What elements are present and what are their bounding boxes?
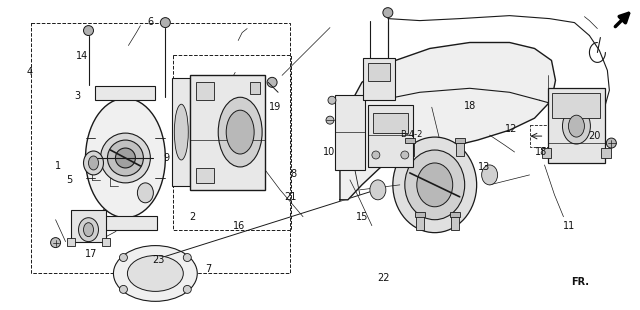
Text: 14: 14 <box>76 51 88 61</box>
Circle shape <box>120 286 127 293</box>
Bar <box>416 214 424 230</box>
Bar <box>415 212 425 217</box>
Text: 6: 6 <box>148 17 154 27</box>
Circle shape <box>183 254 191 262</box>
Ellipse shape <box>405 150 465 220</box>
Text: 1: 1 <box>55 161 61 171</box>
Ellipse shape <box>86 98 165 218</box>
Text: 12: 12 <box>505 124 518 134</box>
Circle shape <box>83 26 93 36</box>
Ellipse shape <box>174 104 188 160</box>
Bar <box>373 113 408 133</box>
Text: FR.: FR. <box>571 277 589 286</box>
Bar <box>67 238 74 246</box>
Bar <box>405 138 415 143</box>
Text: 18: 18 <box>534 147 547 157</box>
Bar <box>368 64 390 81</box>
Ellipse shape <box>417 163 452 207</box>
Ellipse shape <box>127 255 183 291</box>
Text: 22: 22 <box>378 273 390 283</box>
Text: 3: 3 <box>74 91 80 101</box>
Bar <box>196 168 214 183</box>
Ellipse shape <box>482 165 498 185</box>
Text: 13: 13 <box>478 162 491 172</box>
Ellipse shape <box>83 223 93 237</box>
Circle shape <box>161 18 170 28</box>
Ellipse shape <box>226 110 254 154</box>
Ellipse shape <box>218 97 262 167</box>
Circle shape <box>100 133 150 183</box>
Bar <box>541 148 552 158</box>
Bar <box>450 212 460 217</box>
Bar <box>456 140 464 156</box>
Text: 18: 18 <box>465 101 477 111</box>
Bar <box>406 140 414 156</box>
Circle shape <box>120 254 127 262</box>
Text: 19: 19 <box>269 102 281 112</box>
Text: 4: 4 <box>26 67 33 77</box>
Text: 20: 20 <box>588 131 600 141</box>
Text: B-4-2: B-4-2 <box>401 131 423 140</box>
Text: 16: 16 <box>232 221 244 231</box>
Bar <box>547 88 605 163</box>
Ellipse shape <box>138 183 154 203</box>
Ellipse shape <box>83 151 104 175</box>
Bar <box>70 210 106 241</box>
Ellipse shape <box>79 218 99 241</box>
Bar <box>454 138 465 143</box>
Bar <box>363 58 395 100</box>
Text: 15: 15 <box>356 212 368 222</box>
Circle shape <box>372 151 380 159</box>
Circle shape <box>267 78 277 87</box>
Bar <box>529 125 584 147</box>
Text: 10: 10 <box>323 147 335 157</box>
Circle shape <box>606 138 616 148</box>
Bar <box>93 216 157 230</box>
Ellipse shape <box>88 156 99 170</box>
Bar <box>190 75 265 190</box>
Text: 7: 7 <box>205 264 211 274</box>
Bar <box>196 82 214 100</box>
Bar <box>602 148 611 158</box>
Ellipse shape <box>563 108 591 144</box>
Bar <box>451 214 459 230</box>
Text: 23: 23 <box>153 255 165 265</box>
Bar <box>102 238 111 246</box>
Text: 5: 5 <box>67 175 73 185</box>
Ellipse shape <box>393 137 477 232</box>
Text: 9: 9 <box>164 153 170 163</box>
Text: 11: 11 <box>563 221 575 231</box>
Ellipse shape <box>113 246 197 301</box>
Bar <box>31 23 290 273</box>
Text: 8: 8 <box>290 169 296 179</box>
Bar <box>172 78 190 186</box>
Text: 2: 2 <box>189 212 195 222</box>
Bar <box>368 105 413 167</box>
Circle shape <box>183 286 191 293</box>
Bar <box>552 93 600 118</box>
Circle shape <box>326 116 334 124</box>
Bar <box>335 95 365 170</box>
Circle shape <box>51 238 61 248</box>
Circle shape <box>401 151 409 159</box>
Text: 21: 21 <box>284 192 296 202</box>
Bar <box>173 55 291 230</box>
Text: 17: 17 <box>85 249 97 259</box>
Circle shape <box>383 8 393 18</box>
Circle shape <box>115 148 136 168</box>
Ellipse shape <box>370 180 386 200</box>
Bar <box>250 82 260 94</box>
Bar <box>95 86 156 100</box>
Polygon shape <box>340 42 556 200</box>
Circle shape <box>328 96 336 104</box>
Ellipse shape <box>568 115 584 137</box>
Circle shape <box>108 140 143 176</box>
